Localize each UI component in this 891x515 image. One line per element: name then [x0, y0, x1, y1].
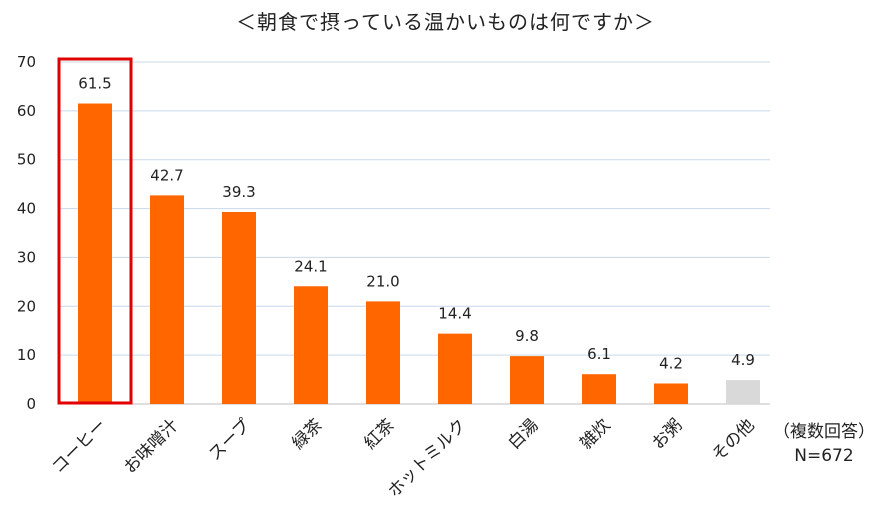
data-label: 9.8 — [515, 327, 539, 345]
data-label: 4.2 — [659, 354, 683, 372]
note-block: （複数回答） N=672 — [764, 420, 884, 468]
bar — [510, 356, 544, 404]
y-tick-label: 10 — [17, 346, 36, 364]
chart-title: ＜朝食で摂っている温かいものは何ですか＞ — [236, 10, 655, 34]
data-label: 42.7 — [150, 166, 183, 184]
bar — [150, 195, 184, 404]
bar — [366, 301, 400, 404]
bar — [294, 286, 328, 404]
category-label: 雑炊 — [576, 415, 614, 453]
y-tick-label: 50 — [17, 151, 36, 169]
bar — [222, 211, 256, 404]
category-label: その他 — [708, 415, 758, 465]
bar — [654, 383, 688, 404]
y-tick-label: 70 — [17, 53, 36, 71]
bars — [78, 103, 760, 405]
data-label: 39.3 — [222, 183, 255, 201]
bar — [438, 333, 472, 404]
highlight-box — [57, 57, 133, 405]
category-label: お味噌汁 — [120, 415, 182, 477]
data-label: 21.0 — [366, 272, 399, 290]
y-tick-label: 30 — [17, 248, 36, 266]
y-tick-label: 20 — [17, 297, 36, 315]
note-multiple-answers: （複数回答） — [773, 422, 875, 442]
category-label: 緑茶 — [288, 415, 326, 453]
bar — [726, 380, 760, 404]
data-labels: 61.5 42.7 39.3 24.1 21.0 14.4 9.8 6.1 4.2 4.9 — [78, 75, 755, 373]
bar — [78, 103, 112, 405]
highlight-box-layer — [57, 57, 133, 405]
y-axis-ticks: 0 10 20 30 40 50 60 70 — [17, 53, 36, 413]
note-sample-size: N=672 — [794, 446, 854, 466]
category-label: コーヒー — [48, 415, 110, 477]
category-label: お粥 — [648, 415, 686, 453]
category-label: 紅茶 — [360, 415, 398, 453]
bar — [582, 374, 616, 404]
data-label: 24.1 — [294, 257, 327, 275]
data-label: 4.9 — [731, 351, 755, 369]
category-label: 白湯 — [504, 415, 542, 453]
data-label: 6.1 — [587, 345, 611, 363]
y-tick-label: 40 — [17, 200, 36, 218]
data-label: 14.4 — [438, 305, 471, 323]
data-label: 61.5 — [78, 75, 111, 93]
category-label: スープ — [205, 415, 254, 464]
y-tick-label: 60 — [17, 102, 36, 120]
y-tick-label: 0 — [26, 395, 36, 413]
